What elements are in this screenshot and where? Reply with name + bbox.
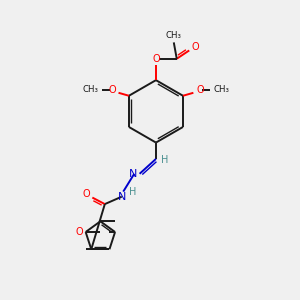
Text: CH₃: CH₃ xyxy=(83,85,99,94)
Text: N: N xyxy=(118,192,126,202)
Text: H: H xyxy=(161,155,169,165)
Text: CH₃: CH₃ xyxy=(166,32,182,40)
Text: H: H xyxy=(129,187,136,196)
Text: O: O xyxy=(75,227,83,237)
Text: N: N xyxy=(129,169,137,179)
Text: O: O xyxy=(108,85,116,95)
Text: O: O xyxy=(196,85,204,95)
Text: O: O xyxy=(152,54,160,64)
Text: CH₃: CH₃ xyxy=(213,85,229,94)
Text: O: O xyxy=(191,43,199,52)
Text: O: O xyxy=(82,189,90,199)
